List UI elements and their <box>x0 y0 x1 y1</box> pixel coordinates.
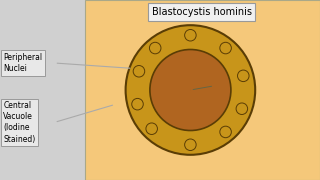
Bar <box>85 0 320 180</box>
Ellipse shape <box>133 66 145 77</box>
Ellipse shape <box>125 25 255 155</box>
Ellipse shape <box>146 123 157 134</box>
Ellipse shape <box>150 50 231 130</box>
Ellipse shape <box>185 30 196 41</box>
Ellipse shape <box>236 103 248 114</box>
Ellipse shape <box>185 139 196 150</box>
Text: Blastocystis hominis: Blastocystis hominis <box>152 7 252 17</box>
Ellipse shape <box>220 42 231 54</box>
Ellipse shape <box>237 70 249 82</box>
Text: Central
Vacuole
(Iodine
Stained): Central Vacuole (Iodine Stained) <box>3 101 36 144</box>
Ellipse shape <box>132 98 143 110</box>
Text: Peripheral
Nuclei: Peripheral Nuclei <box>3 53 42 73</box>
Ellipse shape <box>149 42 161 54</box>
Ellipse shape <box>220 126 231 138</box>
